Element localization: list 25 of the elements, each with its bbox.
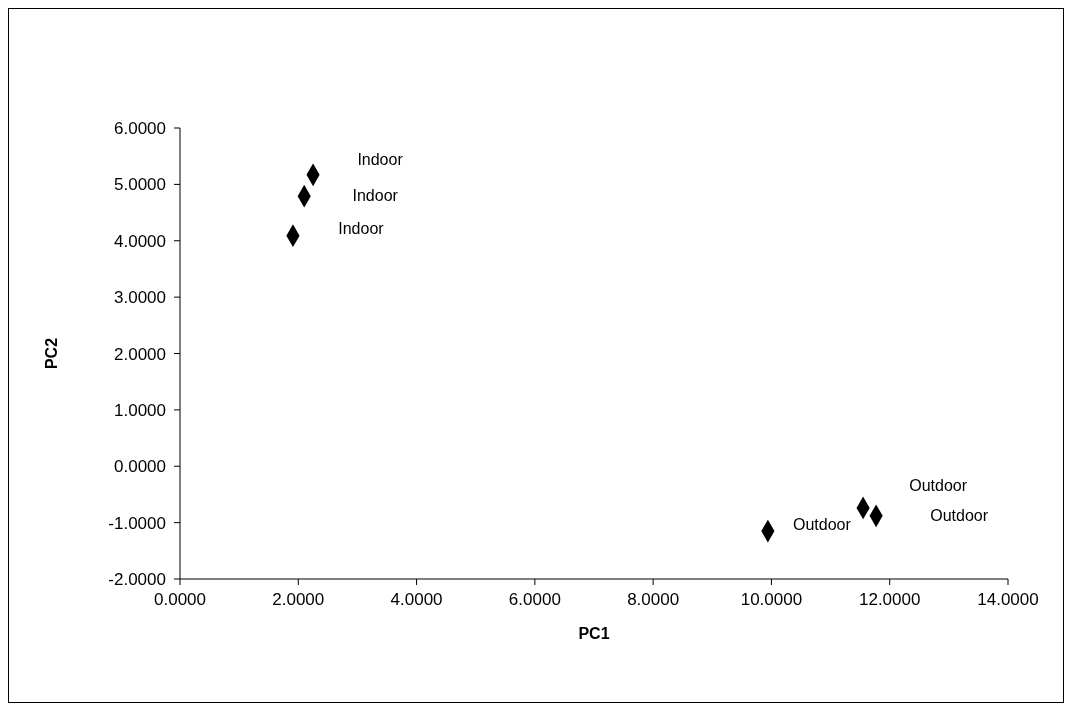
x-tick-label: 0.0000 (154, 590, 206, 610)
annotation: Indoor (338, 219, 385, 237)
y-tick-label: 6.0000 (114, 119, 166, 139)
y-tick-label: 0.0000 (114, 457, 166, 477)
annotation: Outdoor (909, 476, 968, 494)
x-tick-label: 2.0000 (272, 590, 325, 610)
x-axis-title: PC1 (578, 625, 610, 642)
x-tick-label: 12.0000 (858, 590, 921, 610)
x-tick-label: 10.0000 (740, 590, 803, 610)
x-tick-label: 6.0000 (508, 590, 561, 610)
x-tick-label: 4.0000 (390, 590, 443, 610)
annotation: Outdoor (792, 516, 852, 534)
annotation: Indoor (352, 187, 399, 205)
y-tick-label: -1.0000 (108, 513, 166, 533)
annotation: Indoor (357, 150, 404, 168)
y-tick-label: 3.0000 (114, 288, 166, 308)
y-tick-label: -2.0000 (108, 570, 166, 590)
x-tick-label: 8.0000 (627, 590, 680, 610)
y-axis-title: PC2 (43, 337, 60, 370)
y-tick-label: 1.0000 (114, 400, 166, 420)
y-tick-label: 5.0000 (114, 175, 166, 195)
annotation: Outdoor (930, 506, 989, 524)
x-tick-label: 14.0000 (977, 590, 1039, 610)
y-tick-label: 2.0000 (114, 344, 166, 364)
y-tick-label: 4.0000 (114, 231, 166, 251)
